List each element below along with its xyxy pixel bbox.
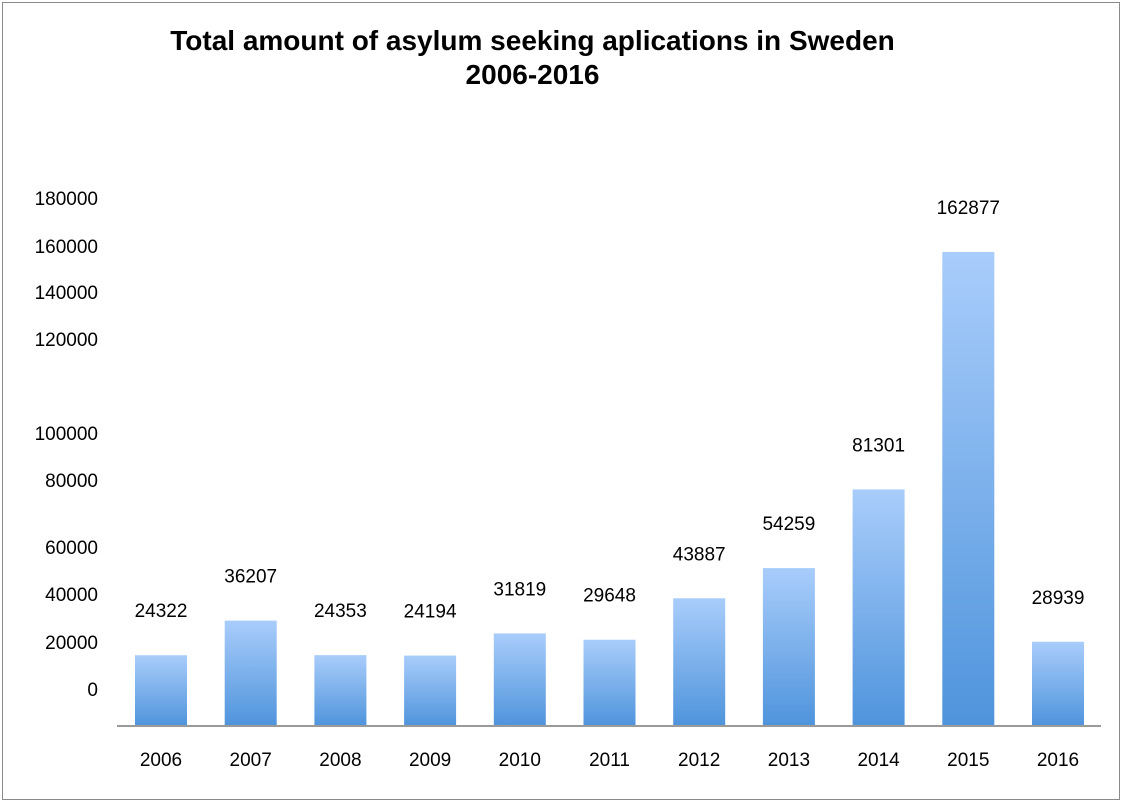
data-label-2007: 36207 xyxy=(224,567,277,588)
y-tick-label: 80000 xyxy=(45,471,98,492)
bar-2007 xyxy=(224,620,277,726)
data-label-2011: 29648 xyxy=(583,586,636,607)
x-tick-label-2012: 2012 xyxy=(678,750,720,771)
y-tick-label: 160000 xyxy=(35,237,98,258)
bar-2011 xyxy=(583,639,636,726)
data-label-2006: 24322 xyxy=(135,601,188,622)
x-tick-label-2006: 2006 xyxy=(140,750,182,771)
y-tick-label: 180000 xyxy=(35,189,98,210)
bar-2014 xyxy=(852,489,905,726)
bar-2016 xyxy=(1032,641,1084,726)
bar-2008 xyxy=(314,655,367,726)
x-tick-label-2013: 2013 xyxy=(768,750,810,771)
y-axis-tick-labels: 180000 160000 140000 120000 100000 80000 60000… xyxy=(35,189,98,701)
bar-2010 xyxy=(493,633,546,726)
data-label-2009: 24194 xyxy=(404,602,457,623)
data-label-2013: 54259 xyxy=(762,514,815,535)
y-tick-label: 140000 xyxy=(35,283,98,304)
x-tick-label-2010: 2010 xyxy=(499,750,541,771)
data-label-2010: 31819 xyxy=(493,579,546,600)
bar-2013 xyxy=(762,568,815,726)
x-tick-label-2007: 2007 xyxy=(230,750,272,771)
data-label-2008: 24353 xyxy=(314,601,367,622)
y-tick-label: 0 xyxy=(87,680,98,701)
chart-title: Total amount of asylum seeking aplicatio… xyxy=(0,24,1065,92)
y-tick-label: 120000 xyxy=(35,330,98,351)
bar-2009 xyxy=(404,655,457,726)
bar-2015 xyxy=(942,252,995,726)
x-axis-tick-labels: 2006 2007 2008 2009 2010 2011 2012 2013 2014 2015… xyxy=(140,750,1079,771)
data-label-2014: 81301 xyxy=(852,435,905,456)
chart-title-line-2: 2006-2016 xyxy=(465,59,600,90)
data-labels: 24322 36207 24353 24194 31819 29648 43887 54259… xyxy=(135,198,1085,623)
x-tick-label-2008: 2008 xyxy=(319,750,361,771)
x-tick-label-2014: 2014 xyxy=(857,750,900,771)
y-tick-label: 100000 xyxy=(35,424,98,445)
bar-2012 xyxy=(673,598,726,726)
bars xyxy=(135,252,1084,726)
chart-title-line-1: Total amount of asylum seeking aplicatio… xyxy=(170,25,895,56)
y-tick-label: 20000 xyxy=(45,633,98,654)
data-label-2012: 43887 xyxy=(673,544,726,565)
x-tick-label-2015: 2015 xyxy=(947,750,989,771)
x-tick-label-2009: 2009 xyxy=(409,750,451,771)
y-tick-label: 40000 xyxy=(45,585,98,606)
y-tick-label: 60000 xyxy=(45,538,98,559)
x-tick-label-2016: 2016 xyxy=(1037,750,1079,771)
data-label-2015: 162877 xyxy=(937,198,1000,219)
data-label-2016: 28939 xyxy=(1032,588,1085,609)
x-tick-label-2011: 2011 xyxy=(589,750,630,771)
bar-2006 xyxy=(135,655,187,726)
